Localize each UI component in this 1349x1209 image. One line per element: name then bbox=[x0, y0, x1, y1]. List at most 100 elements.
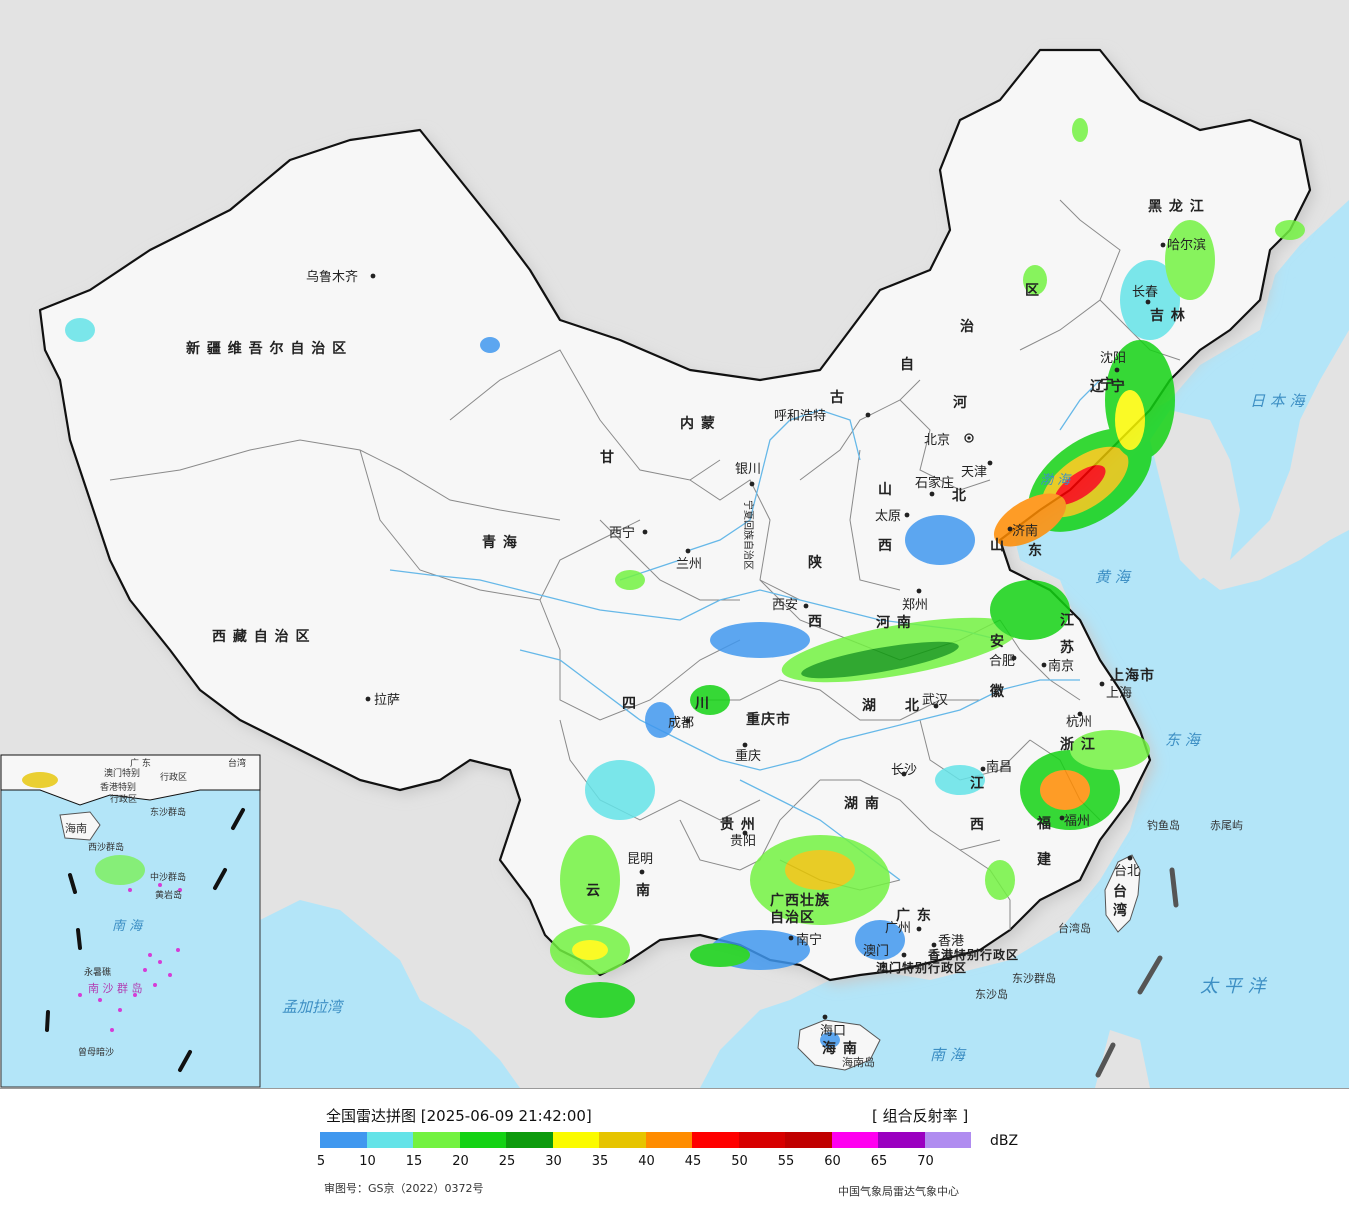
province-label: 河 bbox=[953, 394, 968, 411]
sea-label: 孟加拉湾 bbox=[282, 998, 345, 1016]
radar-legend: 全国雷达拼图 [2025-06-09 21:42:00] [ 组合反射率 ] 5… bbox=[0, 1088, 1349, 1209]
province-label: 云 bbox=[586, 883, 601, 899]
color-scale-tick: 25 bbox=[498, 1154, 516, 1169]
inset-label: 澳门特别 bbox=[104, 767, 140, 779]
taiwan-land bbox=[1104, 854, 1141, 933]
legend-title: 全国雷达拼图 [2025-06-09 21:42:00] bbox=[326, 1107, 592, 1125]
color-scale-cell bbox=[366, 1132, 413, 1148]
city-label: 香港 bbox=[938, 934, 964, 949]
color-scale-cell bbox=[320, 1132, 367, 1148]
south-china-sea-inset[interactable]: 香港特别 行政区 澳门特别 行政区 东沙群岛 海南 西沙群岛 中沙群岛 黄岩岛 … bbox=[0, 754, 261, 1088]
city-label: 兰州 bbox=[676, 557, 702, 572]
province-label: 宁 bbox=[1100, 376, 1115, 393]
province-label: 海 南 bbox=[822, 1040, 858, 1057]
city-label: 天津 bbox=[961, 465, 987, 480]
province-label: 建 bbox=[1037, 851, 1052, 868]
province-label: 台 bbox=[1113, 883, 1128, 900]
color-scale-cell bbox=[785, 1132, 832, 1148]
province-label: 黑 龙 江 bbox=[1148, 198, 1205, 215]
color-scale-tick: 60 bbox=[824, 1154, 841, 1169]
city-label: 拉萨 bbox=[374, 693, 400, 708]
color-scale-cell bbox=[459, 1132, 506, 1148]
city-label: 成都 bbox=[668, 716, 694, 731]
sea-label: 太 平 洋 bbox=[1200, 976, 1267, 997]
sea-label: 南 海 bbox=[930, 1046, 967, 1064]
city-label: 石家庄 bbox=[915, 475, 954, 491]
inset-label: 南 海 bbox=[112, 919, 144, 934]
province-label: 山 bbox=[990, 538, 1005, 554]
province-label: 江 bbox=[970, 775, 985, 792]
province-label: 上海市 bbox=[1110, 667, 1155, 684]
color-scale-cell bbox=[645, 1132, 692, 1148]
color-scale-cell bbox=[831, 1132, 878, 1148]
province-label: 湖 bbox=[862, 698, 877, 714]
province-label: 西 藏 自 治 区 bbox=[212, 628, 311, 645]
province-label: 内 蒙 bbox=[680, 415, 716, 432]
color-scale-tick: 20 bbox=[452, 1154, 469, 1169]
province-label: 新 疆 维 吾 尔 自 治 区 bbox=[186, 340, 347, 357]
province-label: 山 bbox=[878, 482, 893, 498]
data-credit: 中国气象局雷达气象中心 bbox=[838, 1185, 959, 1198]
city-label: 重庆 bbox=[735, 748, 761, 764]
province-label: 福 bbox=[1036, 815, 1052, 832]
inset-label: 台湾 bbox=[228, 757, 246, 769]
province-label: 北 bbox=[905, 698, 920, 714]
inset-label: 中沙群岛 bbox=[150, 871, 186, 883]
inset-label: 黄岩岛 bbox=[155, 889, 182, 901]
map-approval-number: 审图号：GS京（2022）0372号 bbox=[324, 1182, 484, 1195]
province-label: 苏 bbox=[1060, 639, 1075, 656]
color-scale-cell bbox=[413, 1132, 460, 1148]
island-label: 东沙群岛 bbox=[1012, 971, 1056, 985]
city-label: 福州 bbox=[1064, 814, 1090, 829]
province-label: 澳门特别行政区 bbox=[876, 960, 967, 975]
province-label: 徽 bbox=[989, 683, 1005, 700]
province-label: 西 bbox=[878, 538, 893, 554]
province-label: 西 bbox=[808, 614, 823, 630]
city-label: 沈阳 bbox=[1100, 351, 1126, 366]
inset-label: 永暑礁 bbox=[84, 966, 111, 978]
city-labels: 乌鲁木齐 拉萨 西宁 兰州 银川 呼和浩特 北京 天津 石家庄 太原 济南 郑州… bbox=[306, 237, 1206, 1039]
city-label: 呼和浩特 bbox=[774, 409, 826, 424]
province-label: 古 bbox=[830, 389, 845, 406]
island-label: 海南岛 bbox=[842, 1055, 875, 1069]
legend-product: [ 组合反射率 ] bbox=[872, 1107, 969, 1125]
city-label: 海口 bbox=[820, 1024, 846, 1039]
sea-label: 东 海 bbox=[1165, 731, 1202, 749]
radar-map[interactable]: 日 本 海 渤 海 黄 海 东 海 太 平 洋 南 海 孟加拉湾 钓鱼岛 赤尾屿… bbox=[0, 0, 1349, 1088]
island-label: 台湾岛 bbox=[1058, 921, 1091, 935]
province-label: 重庆市 bbox=[746, 711, 791, 728]
land-philippines bbox=[1095, 1030, 1150, 1088]
city-label: 广州 bbox=[885, 921, 911, 936]
color-scale-tick: 15 bbox=[405, 1154, 423, 1169]
province-label: 川 bbox=[694, 696, 710, 712]
china-land bbox=[38, 48, 1312, 982]
province-label: 自 bbox=[900, 356, 915, 373]
inset-label: 广 东 bbox=[130, 757, 151, 769]
city-label: 西安 bbox=[772, 598, 798, 613]
inset-label: 西沙群岛 bbox=[88, 841, 124, 853]
province-label: 自治区 bbox=[770, 909, 815, 926]
city-label: 银川 bbox=[735, 462, 761, 477]
color-scale-cell bbox=[738, 1132, 785, 1148]
inset-label: 东沙群岛 bbox=[150, 806, 186, 818]
province-label: 贵 州 bbox=[720, 816, 756, 833]
province-labels: 新 疆 维 吾 尔 自 治 区 西 藏 自 治 区 青 海 甘 内 蒙 古 自 … bbox=[186, 198, 1205, 1057]
color-scale-tick: 35 bbox=[591, 1154, 609, 1169]
city-label: 昆明 bbox=[627, 852, 653, 867]
city-label: 郑州 bbox=[902, 598, 928, 613]
city-label: 合肥 bbox=[989, 654, 1015, 669]
province-label: 辽 宁 bbox=[1090, 378, 1126, 395]
sea-label: 黄 海 bbox=[1095, 568, 1132, 586]
province-label: 青 海 bbox=[482, 534, 518, 551]
island-labels: 钓鱼岛 赤尾屿 台湾岛 东沙群岛 东沙岛 海南岛 bbox=[842, 818, 1243, 1069]
color-scale-tick: 65 bbox=[870, 1154, 888, 1169]
province-label: 河 南 bbox=[876, 614, 912, 631]
city-label: 长沙 bbox=[891, 763, 917, 778]
sea-labels: 日 本 海 渤 海 黄 海 东 海 太 平 洋 南 海 孟加拉湾 bbox=[282, 392, 1307, 1064]
inset-label: 香港特别 bbox=[100, 781, 136, 793]
hainan-land bbox=[797, 1019, 881, 1071]
province-label: 北 bbox=[952, 488, 967, 504]
province-label: 香港特别行政区 bbox=[927, 947, 1019, 962]
city-label: 乌鲁木齐 bbox=[306, 269, 358, 285]
color-scale-cell bbox=[552, 1132, 599, 1148]
